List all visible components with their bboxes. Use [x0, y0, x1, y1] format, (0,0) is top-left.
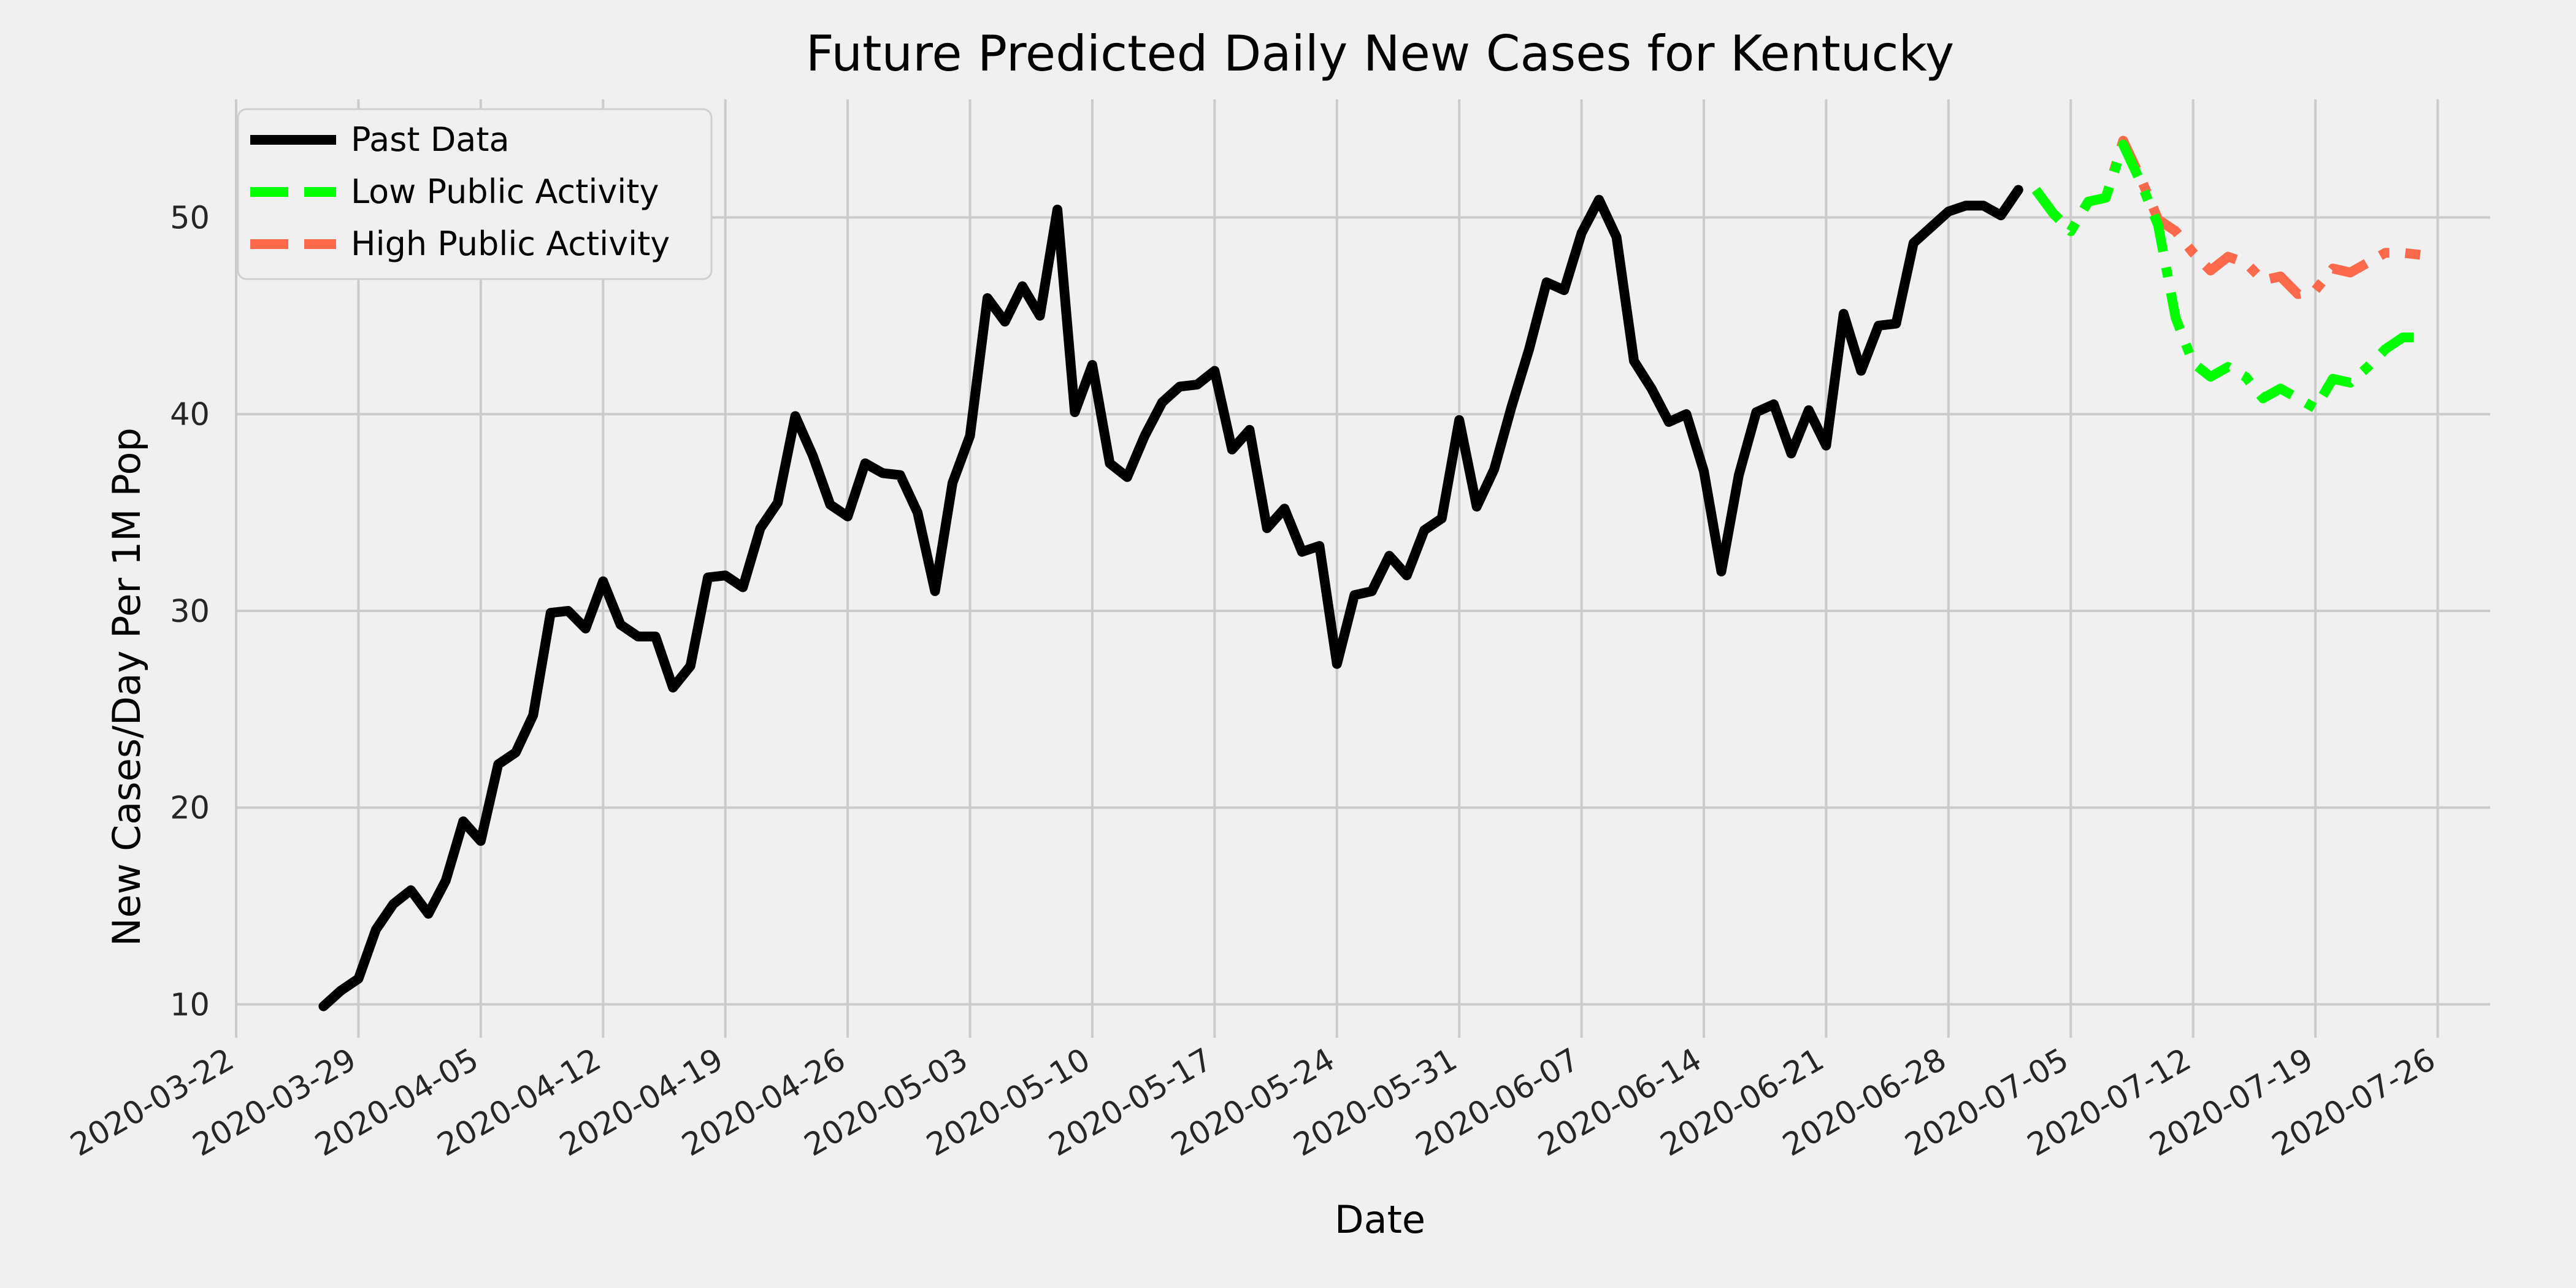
- y-tick-label: 30: [170, 594, 210, 630]
- legend-entry-low-public-activity: Low Public Activity: [250, 172, 659, 211]
- y-tick-label: 10: [170, 987, 210, 1023]
- legend-entry-past-data: Past Data: [250, 120, 510, 159]
- series-layer: [318, 136, 2421, 1011]
- y-tick-label: 20: [170, 791, 210, 827]
- y-tick-label: 50: [170, 200, 210, 236]
- y-axis-title: New Cases/Day Per 1M Pop: [104, 427, 149, 946]
- legend-entry-high-public-activity: High Public Activity: [250, 224, 670, 263]
- chart-title: Future Predicted Daily New Cases for Ken…: [806, 25, 1955, 82]
- x-axis-title: Date: [1335, 1197, 1425, 1242]
- y-tick-label: 40: [170, 397, 210, 433]
- legend-label-low-public-activity: Low Public Activity: [351, 172, 659, 211]
- series-line-low-public-activity: [2031, 139, 2420, 413]
- legend-label-high-public-activity: High Public Activity: [351, 224, 670, 263]
- legend-frame: [237, 108, 713, 280]
- series-line-past-data: [318, 185, 2023, 1011]
- legend-label-past-data: Past Data: [351, 120, 510, 159]
- legend: Past Data Low Public Activity High Publi…: [237, 108, 713, 280]
